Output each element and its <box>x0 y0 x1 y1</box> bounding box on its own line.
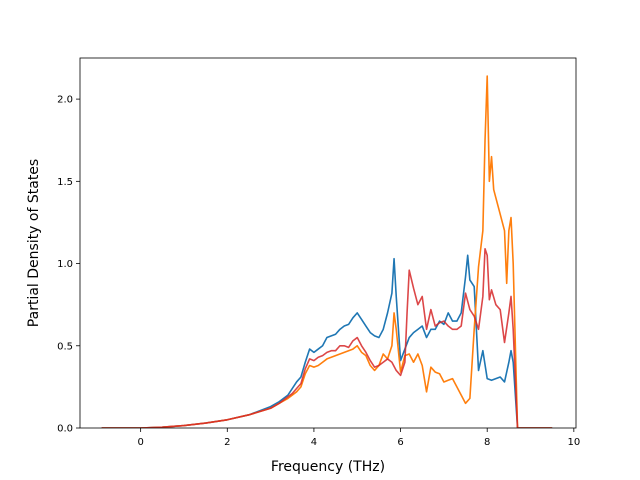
y-axis-label: Partial Density of States <box>26 159 42 327</box>
y-tick-label: 1.0 <box>57 259 73 270</box>
x-tick-label: 0 <box>137 437 143 448</box>
series-line-3 <box>101 247 553 428</box>
plot-frame <box>79 57 577 429</box>
y-tick-label: 2.0 <box>57 95 73 106</box>
y-axis: 0.0 0.5 1.0 1.5 2.0 <box>57 95 80 435</box>
x-tick-label: 8 <box>484 437 490 448</box>
x-tick-label: 6 <box>397 437 403 448</box>
series-line-2 <box>101 75 553 428</box>
x-tick-label: 2 <box>224 437 230 448</box>
x-tick-label: 4 <box>311 437 317 448</box>
x-axis: 0 2 4 6 8 10 <box>137 428 580 448</box>
series-line-1 <box>101 254 553 428</box>
x-axis-label: Frequency (THz) <box>271 459 385 475</box>
series-layer <box>101 75 553 428</box>
y-tick-label: 1.5 <box>57 177 73 188</box>
y-tick-label: 0.5 <box>57 341 73 352</box>
y-tick-label: 0.0 <box>57 424 73 435</box>
x-tick-label: 10 <box>567 437 580 448</box>
